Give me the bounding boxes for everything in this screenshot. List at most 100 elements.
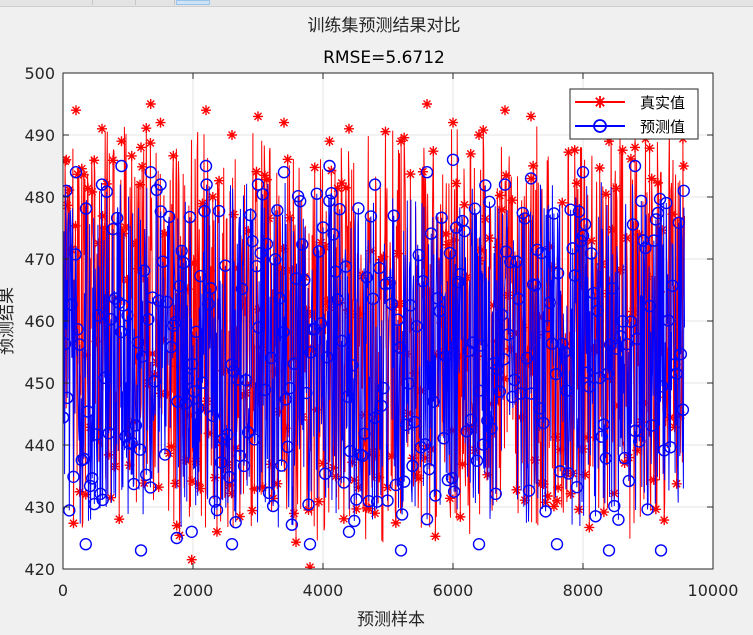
data-point xyxy=(452,275,465,289)
data-point xyxy=(624,315,638,328)
data-point xyxy=(189,258,200,269)
data-point xyxy=(500,105,510,116)
data-point xyxy=(318,458,329,469)
data-point xyxy=(645,419,658,432)
data-point xyxy=(212,204,226,218)
data-point xyxy=(518,212,532,225)
data-point xyxy=(474,339,488,352)
data-point xyxy=(90,428,103,441)
data-point xyxy=(204,282,217,295)
data-point xyxy=(303,538,317,551)
data-point xyxy=(578,218,592,231)
data-point xyxy=(262,486,276,500)
data-point xyxy=(492,242,503,253)
data-point xyxy=(526,111,536,122)
data-point xyxy=(560,384,573,397)
data-point xyxy=(468,202,482,215)
data-point xyxy=(144,481,157,494)
data-point xyxy=(130,238,141,249)
data-point xyxy=(327,228,340,241)
data-point xyxy=(153,482,164,493)
data-point xyxy=(324,136,335,147)
data-point xyxy=(602,544,616,557)
data-point xyxy=(400,418,413,432)
data-point xyxy=(261,174,272,185)
data-point xyxy=(312,245,326,258)
data-point xyxy=(160,295,174,309)
data-point xyxy=(339,260,353,273)
data-point xyxy=(449,221,463,234)
data-point xyxy=(583,380,596,393)
data-point xyxy=(405,169,416,180)
data-point xyxy=(644,143,655,154)
data-point xyxy=(608,499,621,513)
data-point xyxy=(494,190,505,201)
data-point xyxy=(63,200,73,211)
data-point xyxy=(614,330,627,343)
data-point xyxy=(279,393,292,406)
data-point xyxy=(185,357,199,371)
data-point xyxy=(251,178,265,191)
data-point xyxy=(589,510,602,523)
data-point xyxy=(607,224,618,235)
y-tick-label: 480 xyxy=(24,188,55,207)
data-point xyxy=(661,392,672,403)
data-point xyxy=(259,170,270,181)
data-point xyxy=(495,308,509,321)
data-point xyxy=(305,562,315,569)
data-point xyxy=(416,275,430,288)
data-point xyxy=(533,402,546,415)
y-tick-label: 420 xyxy=(24,560,55,579)
toolbar-tab-2[interactable] xyxy=(93,0,136,5)
data-point xyxy=(526,173,537,184)
data-point xyxy=(594,163,605,174)
toolbar-tab-active[interactable] xyxy=(176,0,210,5)
data-point xyxy=(78,169,89,180)
data-point xyxy=(563,147,574,158)
toolbar-tab-3[interactable] xyxy=(136,0,175,5)
legend-pred-marker xyxy=(593,119,607,133)
data-point xyxy=(628,424,642,438)
data-point xyxy=(478,125,489,136)
data-point xyxy=(626,218,640,231)
data-point xyxy=(296,238,309,251)
data-point xyxy=(383,276,396,290)
data-point xyxy=(328,462,339,473)
data-point xyxy=(445,471,459,485)
data-point xyxy=(651,206,665,220)
data-point xyxy=(283,381,296,395)
data-point xyxy=(368,411,382,424)
data-point xyxy=(517,322,528,333)
data-point xyxy=(472,538,486,551)
data-point xyxy=(581,366,594,379)
data-point xyxy=(180,455,191,466)
data-point xyxy=(310,187,324,200)
data-point xyxy=(274,406,285,417)
data-point xyxy=(247,505,258,516)
legend-box xyxy=(569,88,699,140)
data-point xyxy=(671,478,682,489)
data-point xyxy=(314,317,328,330)
data-point xyxy=(256,188,269,201)
data-point xyxy=(585,247,598,260)
data-point xyxy=(63,391,74,405)
data-point xyxy=(370,508,380,519)
data-point xyxy=(404,299,417,312)
data-point xyxy=(529,279,542,292)
data-point xyxy=(472,384,486,397)
toolbar-tab-1[interactable] xyxy=(0,0,93,5)
data-point xyxy=(667,209,678,220)
data-point xyxy=(173,279,186,293)
legend[interactable]: 真实值 预测值 xyxy=(569,88,699,140)
data-point xyxy=(144,165,157,179)
data-point xyxy=(166,441,177,452)
data-point xyxy=(477,438,490,451)
data-point xyxy=(570,480,584,494)
data-point xyxy=(140,468,153,481)
data-point xyxy=(280,423,291,434)
data-point xyxy=(331,293,344,306)
data-point xyxy=(125,436,138,450)
data-point xyxy=(497,353,511,366)
data-point xyxy=(201,105,211,116)
data-point xyxy=(257,482,268,493)
